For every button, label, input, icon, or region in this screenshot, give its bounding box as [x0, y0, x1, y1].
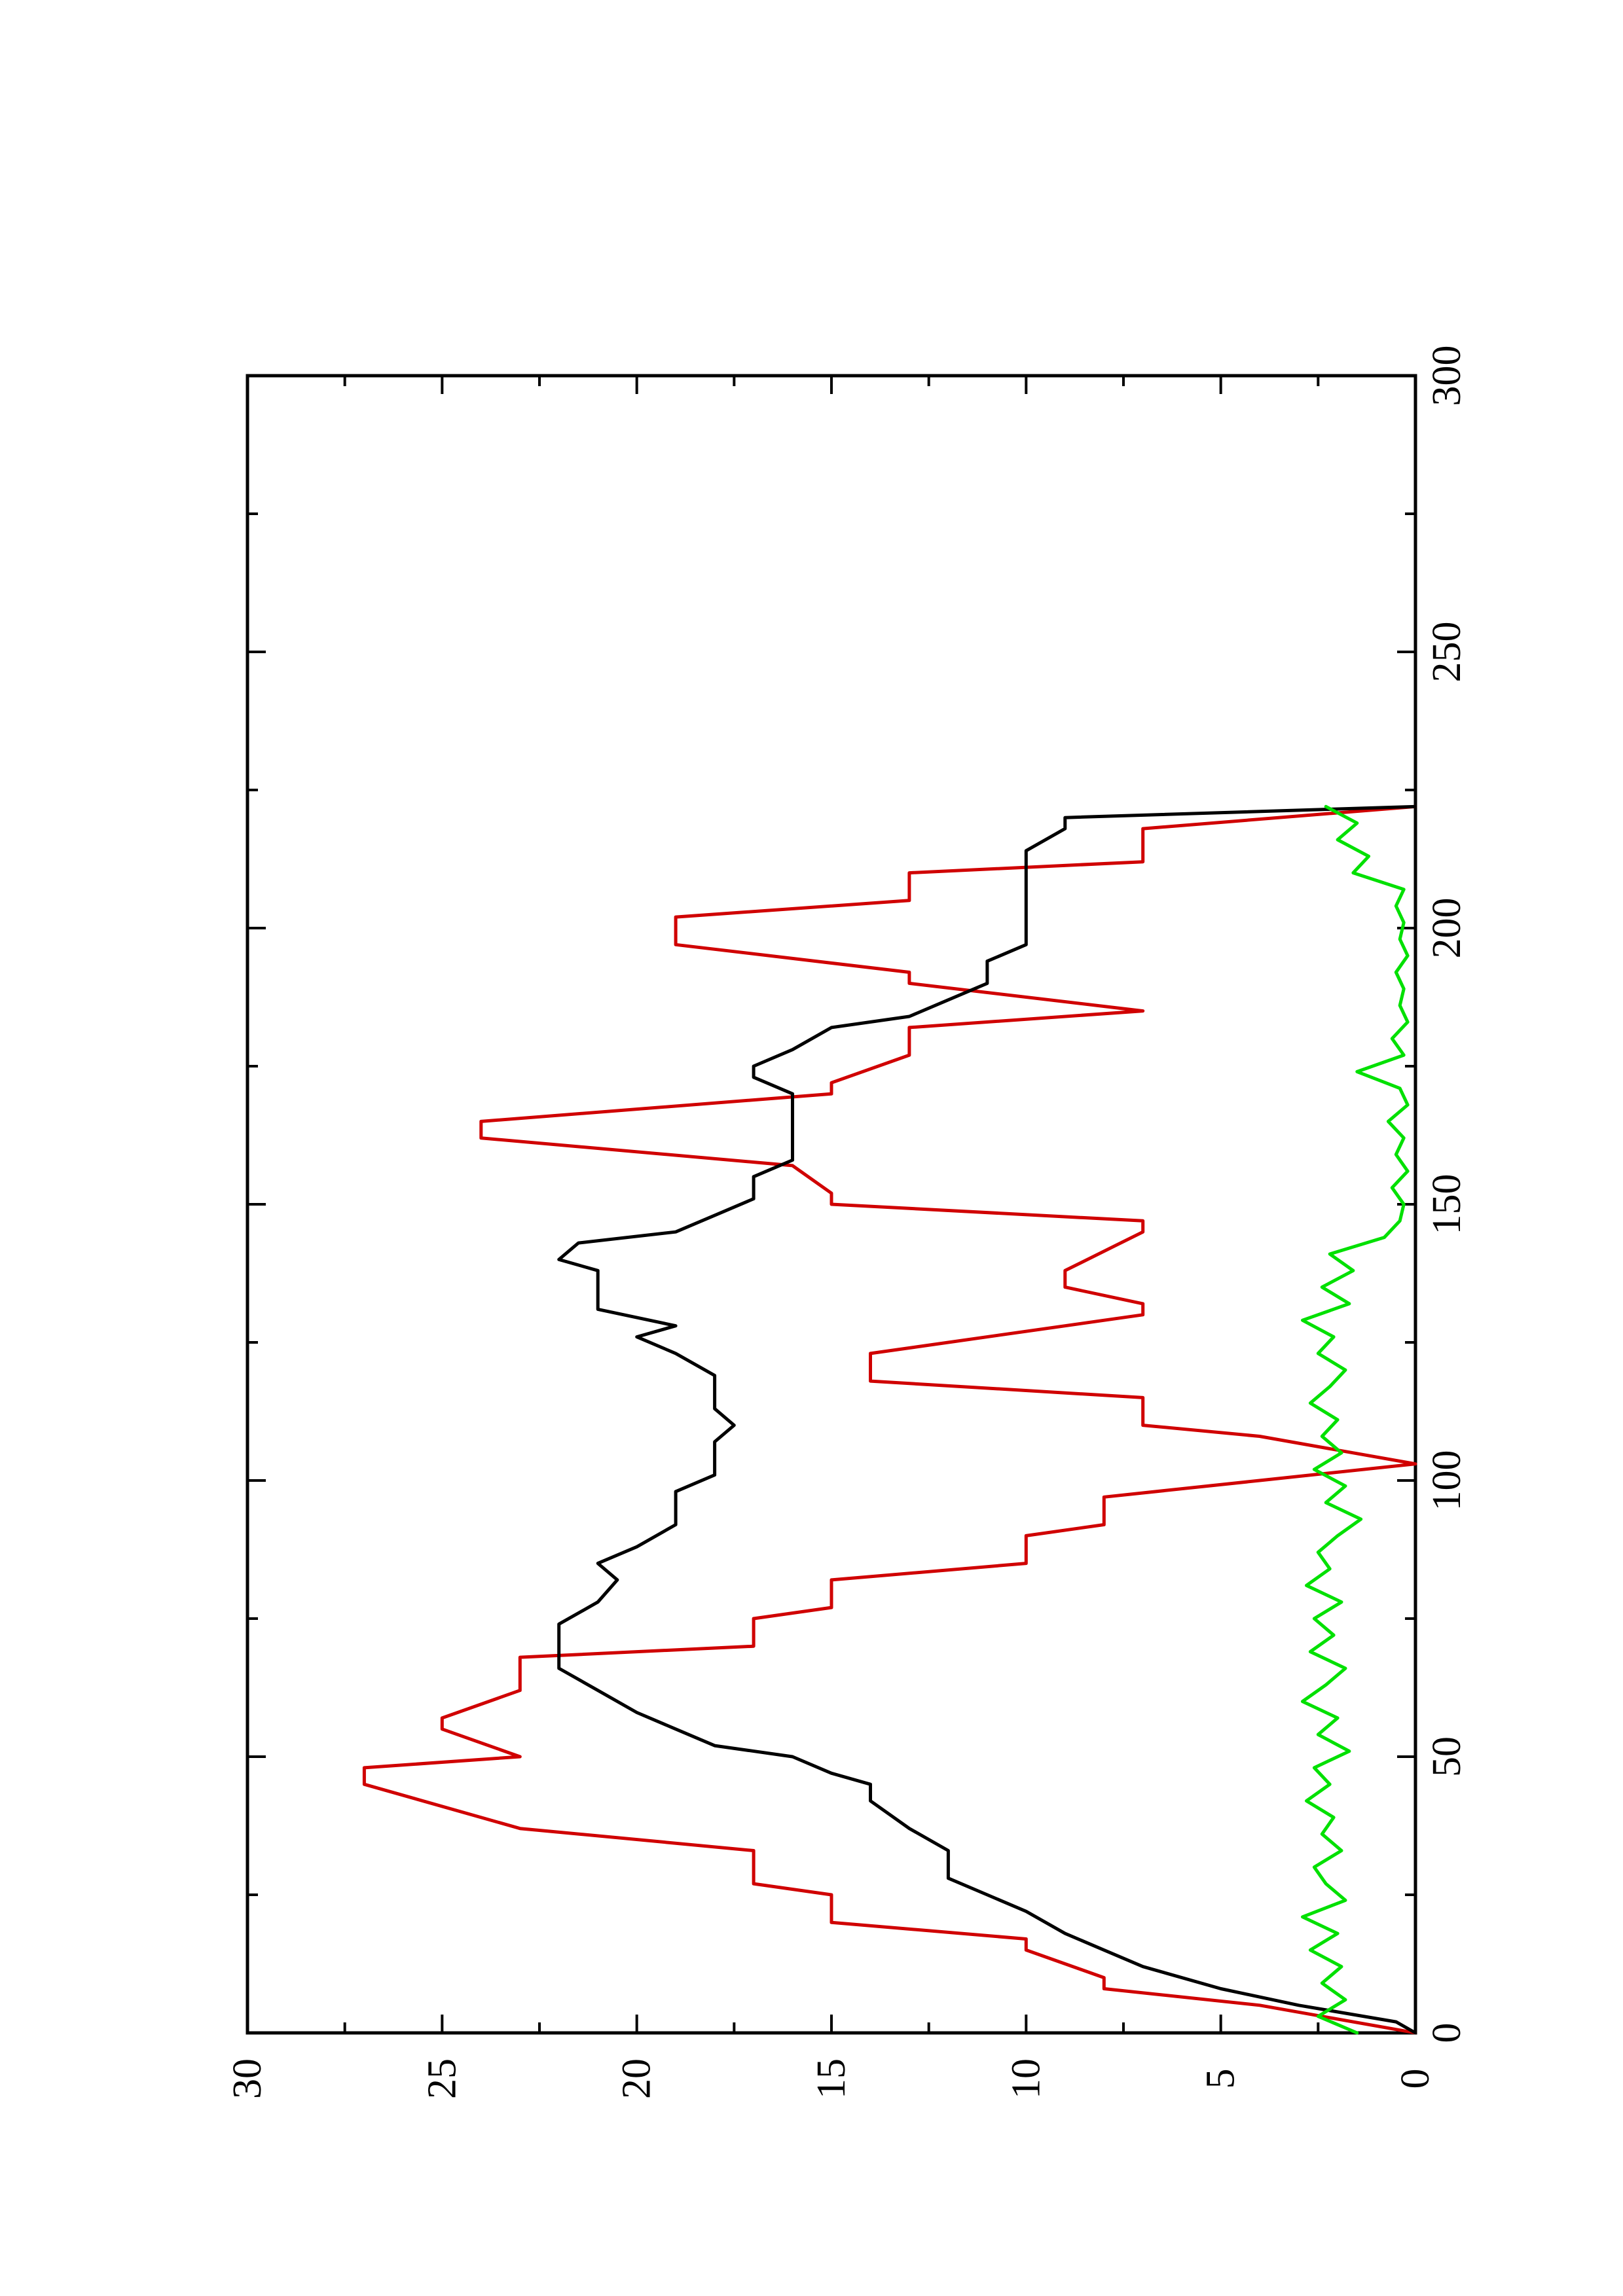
- x-tick-label: 50: [1425, 1736, 1469, 1777]
- y-tick-label: 10: [1004, 2058, 1048, 2099]
- axis-ticks: [246, 374, 1417, 2034]
- y-tick-label: 20: [615, 2058, 659, 2099]
- x-tick-label: 150: [1425, 1174, 1469, 1235]
- x-tick-label: 300: [1425, 346, 1469, 406]
- y-tick-label: 5: [1199, 2069, 1243, 2089]
- y-tick-label: 15: [809, 2058, 854, 2099]
- series-line-3: [1301, 804, 1410, 2035]
- x-tick-label: 250: [1425, 622, 1469, 683]
- y-tick-label: 30: [225, 2058, 270, 2099]
- y-tick-label: 25: [420, 2058, 464, 2099]
- x-tick-label: 100: [1425, 1450, 1469, 1511]
- x-tick-label: 200: [1425, 898, 1469, 959]
- series-line-1: [362, 804, 1417, 2035]
- x-tick-label: 0: [1425, 2023, 1469, 2043]
- series-group: [362, 804, 1417, 2035]
- series-line-2: [557, 804, 1417, 2035]
- y-tick-label: 0: [1393, 2069, 1438, 2089]
- axis-tick-labels: 0 50 100 150 200 250 300 0 5 10 15 20 25 30: [225, 346, 1469, 2100]
